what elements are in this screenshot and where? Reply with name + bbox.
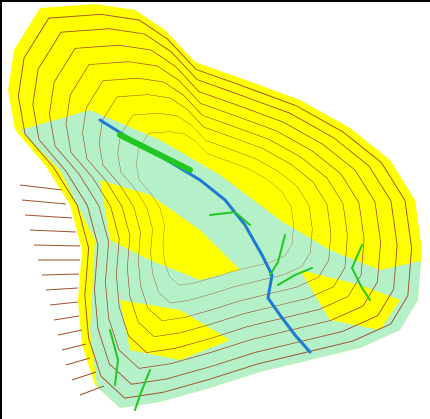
terrain-map [0, 0, 430, 419]
